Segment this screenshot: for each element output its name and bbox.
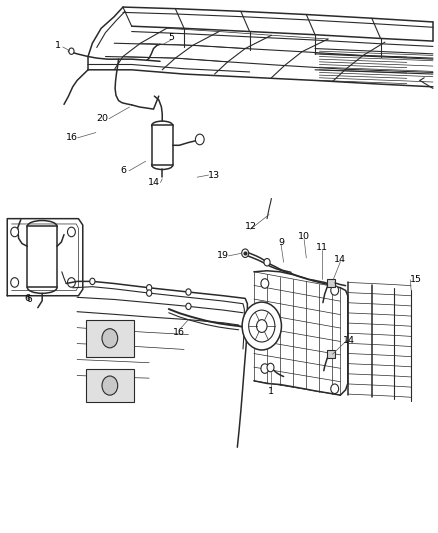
Circle shape — [67, 278, 75, 287]
Text: 14: 14 — [343, 336, 355, 345]
Circle shape — [102, 376, 118, 395]
Text: 20: 20 — [96, 114, 108, 123]
Text: 19: 19 — [217, 252, 230, 260]
Bar — [27, 227, 57, 287]
Text: 6: 6 — [25, 294, 31, 303]
Text: 11: 11 — [316, 243, 328, 252]
Circle shape — [331, 384, 339, 393]
Ellipse shape — [152, 161, 173, 169]
Bar — [152, 125, 173, 165]
Ellipse shape — [32, 276, 52, 284]
Text: 12: 12 — [244, 222, 256, 231]
Text: 16: 16 — [65, 133, 78, 142]
Bar — [327, 351, 335, 358]
Circle shape — [331, 286, 339, 295]
Text: 1: 1 — [54, 42, 60, 51]
Text: 6: 6 — [121, 166, 127, 175]
Text: 14: 14 — [334, 255, 346, 263]
Bar — [86, 369, 134, 402]
Text: 5: 5 — [168, 34, 174, 43]
Circle shape — [186, 303, 191, 310]
Bar — [86, 320, 134, 357]
Circle shape — [11, 278, 18, 287]
Ellipse shape — [155, 156, 170, 162]
Ellipse shape — [27, 281, 57, 293]
Text: 14: 14 — [148, 178, 160, 187]
Text: 6: 6 — [26, 295, 32, 304]
Text: 13: 13 — [208, 171, 220, 180]
Circle shape — [102, 329, 118, 348]
Text: 16: 16 — [173, 328, 185, 337]
Circle shape — [242, 302, 282, 350]
Ellipse shape — [152, 121, 173, 130]
Circle shape — [69, 48, 74, 54]
Text: 9: 9 — [278, 238, 284, 247]
Text: 15: 15 — [410, 275, 421, 284]
Circle shape — [249, 310, 275, 342]
Circle shape — [11, 227, 18, 237]
Circle shape — [267, 364, 274, 372]
Circle shape — [90, 278, 95, 285]
Text: 10: 10 — [298, 232, 310, 241]
Circle shape — [147, 290, 152, 296]
Circle shape — [147, 285, 152, 291]
Circle shape — [195, 134, 204, 145]
Circle shape — [67, 227, 75, 237]
Circle shape — [261, 279, 269, 288]
Circle shape — [242, 249, 249, 257]
Circle shape — [264, 259, 270, 266]
Circle shape — [257, 320, 267, 333]
Ellipse shape — [27, 221, 57, 232]
Text: 1: 1 — [268, 387, 273, 396]
Circle shape — [186, 289, 191, 295]
Bar — [327, 279, 335, 287]
Circle shape — [261, 364, 269, 373]
